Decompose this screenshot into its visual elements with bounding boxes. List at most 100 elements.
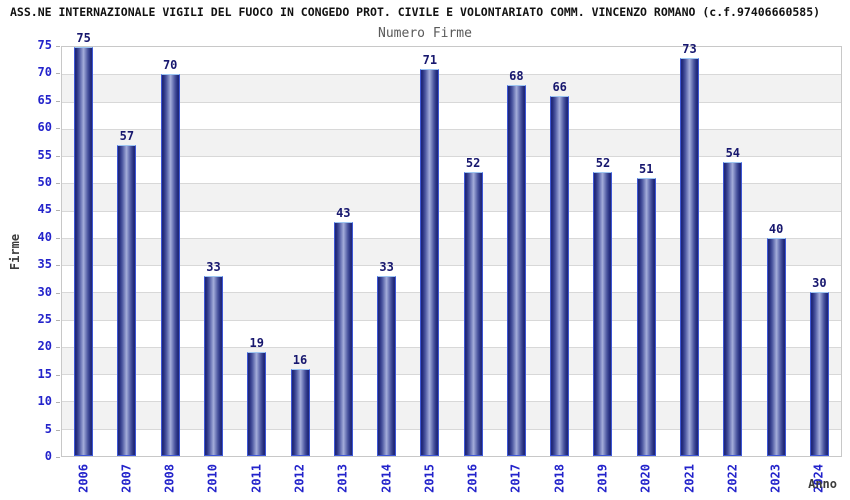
y-tick-mark — [56, 101, 60, 102]
bar-value-label: 52 — [465, 156, 481, 171]
bar-value-label: 70 — [162, 58, 178, 73]
plot-band — [62, 346, 841, 375]
bar — [117, 145, 137, 456]
bar-value-label: 16 — [292, 352, 308, 367]
x-tick-label: 2018 — [552, 464, 567, 493]
y-tick-label: 10 — [37, 394, 52, 409]
y-tick-mark — [56, 156, 60, 157]
plot-band — [62, 74, 841, 102]
y-tick-label: 65 — [37, 92, 52, 107]
y-tick-label: 70 — [37, 65, 52, 80]
x-tick-label: 2014 — [379, 464, 394, 493]
y-tick-label: 30 — [37, 284, 52, 299]
y-tick-label: 40 — [37, 229, 52, 244]
plot-band — [62, 319, 841, 347]
y-tick-label: 0 — [44, 449, 52, 463]
bar — [809, 292, 829, 456]
x-tick-label: 2015 — [422, 464, 437, 493]
bar-value-label: 33 — [379, 260, 394, 275]
bar-value-label: 30 — [812, 276, 827, 291]
plot-band — [62, 101, 841, 129]
plot-band — [62, 292, 841, 320]
y-tick-label: 60 — [37, 120, 52, 135]
y-tick-mark — [56, 265, 60, 266]
gridline — [62, 74, 841, 76]
x-tick-label: 2012 — [292, 464, 307, 493]
plot-band — [62, 128, 841, 157]
bar — [377, 276, 397, 456]
gridline — [62, 428, 841, 430]
y-tick-label: 5 — [44, 421, 52, 436]
gridline — [62, 183, 841, 185]
x-tick-label: 2017 — [508, 464, 523, 493]
bar-value-label: 51 — [639, 161, 654, 176]
bar-value-label: 73 — [682, 41, 697, 56]
y-tick-mark — [56, 73, 60, 74]
bar — [333, 221, 353, 456]
gridline — [62, 374, 841, 376]
x-tick-label: 2006 — [76, 464, 91, 493]
bar-value-label: 57 — [119, 129, 135, 144]
bar — [766, 237, 786, 456]
chart-title: Numero Firme — [378, 26, 472, 41]
y-tick-label: 45 — [37, 202, 52, 217]
plot-band — [62, 210, 841, 238]
x-tick-label: 2016 — [465, 464, 480, 493]
bar — [160, 74, 180, 456]
y-tick-label: 35 — [37, 257, 52, 272]
gridline — [62, 265, 841, 267]
bar — [420, 68, 440, 456]
bar — [680, 57, 700, 456]
x-tick-label: 2010 — [205, 464, 220, 493]
bar-value-label: 54 — [725, 145, 741, 160]
bar-value-label: 40 — [768, 221, 784, 236]
y-tick-mark — [56, 375, 60, 376]
bar-value-label: 68 — [509, 69, 524, 84]
bar-value-label: 71 — [422, 52, 438, 67]
y-tick-mark — [56, 46, 60, 47]
y-tick-mark — [56, 320, 60, 321]
y-tick-label: 25 — [37, 312, 52, 326]
plot-area: 75 2006 57 2007 70 2008 33 2010 19 2011 16 2012 43 20… — [61, 31, 842, 493]
y-tick-label: 50 — [37, 175, 52, 189]
gridline — [62, 128, 841, 130]
y-tick-label: 55 — [37, 147, 52, 162]
y-tick-mark — [56, 293, 60, 294]
bar — [463, 172, 483, 456]
y-tick-label: 15 — [37, 366, 52, 381]
y-tick-label: 20 — [37, 339, 52, 354]
plot-band — [62, 156, 841, 184]
gridline — [62, 156, 841, 158]
gridline — [62, 210, 841, 212]
bar — [203, 276, 223, 456]
bar-value-label: 43 — [336, 205, 351, 220]
bar — [636, 177, 656, 456]
y-tick-mark — [56, 128, 60, 129]
x-tick-label: 2020 — [638, 464, 653, 493]
x-tick-label: 2008 — [162, 464, 177, 493]
x-tick-label: 2021 — [682, 464, 697, 493]
gridline — [62, 319, 841, 321]
plot-band — [62, 401, 841, 429]
x-tick-label: 2013 — [335, 464, 350, 493]
y-tick-mark — [56, 430, 60, 431]
bar-value-label: 52 — [595, 156, 611, 171]
gridline — [62, 401, 841, 403]
x-tick-label: 2022 — [725, 464, 740, 493]
y-tick-mark — [56, 183, 60, 184]
bar-value-label: 66 — [552, 80, 567, 95]
y-tick-mark — [56, 347, 60, 348]
bar-value-label: 33 — [206, 260, 221, 275]
gridline — [62, 292, 841, 294]
y-tick-mark — [56, 210, 60, 211]
bar-value-label: 75 — [76, 31, 91, 45]
y-tick-mark — [56, 238, 60, 239]
bar-value-label: 19 — [249, 336, 264, 351]
bar — [74, 47, 94, 456]
gridline — [62, 346, 841, 348]
bar — [550, 96, 570, 456]
plot-band — [62, 183, 841, 211]
x-tick-label: 2019 — [595, 464, 610, 493]
y-tick-label: 75 — [37, 38, 52, 52]
